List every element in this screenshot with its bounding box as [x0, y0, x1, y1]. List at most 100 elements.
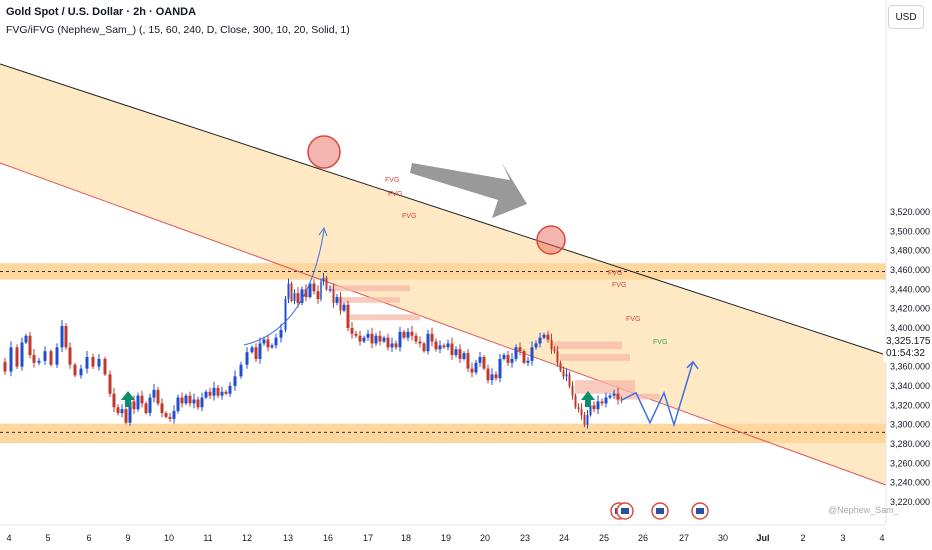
- candle-body: [140, 395, 144, 404]
- candle-body: [266, 339, 270, 348]
- candle-body: [502, 355, 506, 359]
- candle-body: [64, 326, 68, 348]
- fvg-box: [340, 297, 400, 303]
- candle-body: [73, 364, 77, 376]
- candle-body: [450, 343, 454, 356]
- time-tick-label: 17: [363, 533, 373, 543]
- time-tick-label: 3: [840, 533, 845, 543]
- projection-path: [620, 361, 694, 428]
- candle-body: [156, 389, 160, 404]
- time-tick-label: 12: [242, 533, 252, 543]
- fvg-label: FVG: [653, 339, 667, 346]
- channel-upper-line: [0, 63, 887, 356]
- candle-body: [586, 414, 589, 425]
- candle-body: [196, 399, 200, 408]
- candle-body: [410, 331, 414, 336]
- candle-body: [290, 283, 293, 301]
- candle-body: [245, 352, 249, 365]
- candle-body: [148, 397, 152, 414]
- candle-body: [258, 343, 262, 359]
- candle-body: [559, 362, 562, 371]
- candle-body: [128, 401, 132, 423]
- candle-body: [534, 343, 538, 348]
- candle-body: [378, 335, 382, 342]
- fvg-box: [560, 354, 630, 361]
- resistance-zone: [0, 263, 886, 280]
- candle-body: [486, 368, 490, 381]
- candle-body: [422, 343, 426, 352]
- candle-body: [454, 349, 458, 356]
- candle-body: [402, 331, 406, 338]
- time-axis: 4 5 6 9 10 11 12 13 16 17 18 19 20 23 24 25 26 27 30 Jul 2 3 4: [0, 524, 932, 550]
- channel-lower-line: [0, 162, 887, 486]
- candle-body: [37, 360, 41, 363]
- candle-body: [414, 335, 418, 342]
- candle-body: [176, 397, 180, 412]
- candle-body: [43, 351, 47, 361]
- fvg-box: [330, 285, 410, 292]
- time-tick-label: 10: [164, 533, 174, 543]
- price-tick-label: 3,420.000: [890, 304, 930, 314]
- candle-body: [274, 337, 278, 346]
- candle-body: [91, 356, 95, 367]
- candle-body: [550, 339, 553, 350]
- candle-body: [350, 327, 354, 334]
- time-tick-label: 24: [559, 533, 569, 543]
- candle-body: [358, 335, 362, 342]
- candle-body: [406, 331, 410, 338]
- candle-body: [346, 304, 350, 328]
- candle-body: [458, 349, 462, 359]
- candle-body: [216, 387, 220, 396]
- candle-body: [328, 289, 332, 291]
- candle-body: [200, 397, 204, 408]
- candle-body: [188, 395, 192, 404]
- candle-body: [103, 358, 107, 375]
- candle-body: [304, 289, 308, 298]
- time-axis-bg: [0, 525, 932, 550]
- candle-body: [386, 337, 390, 348]
- candle-body: [136, 395, 140, 410]
- time-tick-label: Jul: [756, 533, 769, 543]
- candle-body: [514, 347, 518, 359]
- candle-body: [160, 403, 164, 414]
- candle-body: [28, 335, 32, 356]
- price-tick-label: 3,280.000: [890, 439, 930, 449]
- candle-body: [3, 361, 7, 372]
- candle-body: [184, 395, 188, 404]
- time-tick-label: 9: [125, 533, 130, 543]
- candle-body: [354, 333, 358, 336]
- currency-button[interactable]: USD: [888, 5, 924, 29]
- up-arrow-marker: [121, 391, 135, 400]
- candle-body: [474, 362, 478, 373]
- fvg-label: FVG: [612, 282, 626, 289]
- time-tick-label: 23: [520, 533, 530, 543]
- candle-body: [262, 339, 266, 344]
- candle-body: [374, 335, 378, 344]
- candle-body: [510, 358, 514, 363]
- candle-body: [434, 341, 438, 350]
- candle-body: [60, 326, 64, 348]
- candle-body: [446, 343, 450, 348]
- economic-event-flag: [696, 508, 704, 514]
- symbol-title[interactable]: Gold Spot / U.S. Dollar · 2h · OANDA: [6, 6, 197, 18]
- candle-body: [530, 347, 534, 361]
- indicator-legend[interactable]: FVG/iFVG (Nephew_Sam_) (, 15, 60, 240, D…: [6, 24, 350, 36]
- candle-body: [574, 395, 577, 408]
- fvg-box: [552, 341, 622, 350]
- price-tick-label: 3,480.000: [890, 246, 930, 256]
- candle-body: [233, 376, 237, 386]
- candle-body: [164, 413, 168, 417]
- candle-body: [335, 297, 339, 303]
- candle-body: [312, 283, 316, 292]
- candle-body: [15, 347, 19, 367]
- time-tick-label: 5: [45, 533, 50, 543]
- price-tick-label: 3,300.000: [890, 420, 930, 430]
- candle-body: [592, 405, 596, 410]
- price-tick-label: 3,260.000: [890, 458, 930, 468]
- candle-body: [498, 358, 502, 379]
- candle-body: [442, 345, 446, 348]
- time-tick-label: 18: [401, 533, 411, 543]
- fvg-label: FVG: [388, 191, 402, 198]
